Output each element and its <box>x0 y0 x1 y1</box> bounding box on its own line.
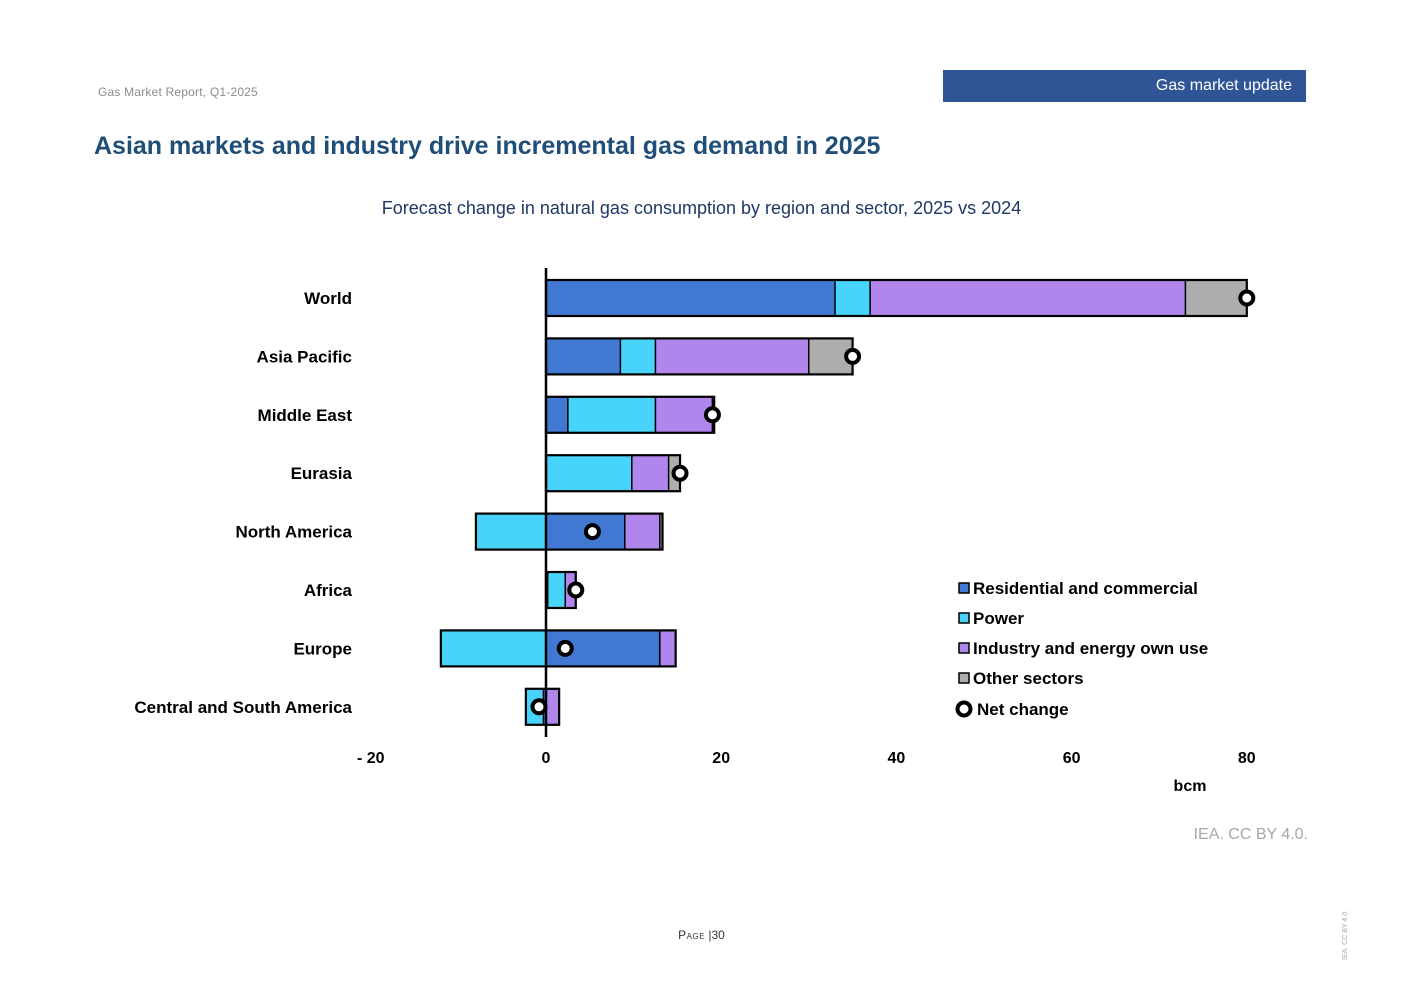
x-tick-label: 80 <box>1238 750 1256 767</box>
net-change-marker-asia-pacific <box>844 347 862 365</box>
legend-swatch-industry-and-energy-own-use <box>958 642 970 654</box>
page-number: Page |30 <box>0 928 1403 942</box>
x-tick-label: 0 <box>542 750 551 767</box>
legend-swatch-power <box>958 612 970 624</box>
bar-power-africa <box>547 571 566 609</box>
net-change-marker-middle-east <box>703 406 721 424</box>
bar-residential-and-commercial-middle-east <box>545 396 569 434</box>
bar-industry-and-energy-own-use-eurasia <box>631 454 670 492</box>
category-label-middle-east: Middle East <box>258 406 353 425</box>
category-label-asia-pacific: Asia Pacific <box>257 347 352 366</box>
legend-label-other-sectors: Other sectors <box>973 669 1084 688</box>
category-label-world: World <box>304 289 352 308</box>
bar-power-middle-east <box>567 396 657 434</box>
bar-industry-and-energy-own-use-asia-pacific <box>654 337 810 376</box>
net-change-marker-europe <box>556 639 574 657</box>
x-tick-label: 60 <box>1063 750 1081 767</box>
bar-industry-and-energy-own-use-middle-east <box>654 396 714 434</box>
x-axis-unit-label: bcm <box>1174 778 1207 795</box>
bar-outline-north-america <box>474 512 664 551</box>
x-tick-label: - 20 <box>357 750 385 767</box>
section-label: Gas market update <box>1155 77 1292 94</box>
legend-label-industry-and-energy-own-use: Industry and energy own use <box>973 639 1208 658</box>
bar-power-world <box>834 279 871 317</box>
net-change-marker-africa <box>567 581 585 599</box>
x-tick-label: 20 <box>712 750 730 767</box>
chart-title: Forecast change in natural gas consumpti… <box>381 198 1022 218</box>
bar-industry-and-energy-own-use-central-and-south-america <box>545 688 560 726</box>
bar-outline-central-and-south-america <box>524 687 561 726</box>
page-number-separator: | <box>708 928 712 942</box>
bar-power-asia-pacific <box>619 337 657 376</box>
category-label-eurasia: Eurasia <box>291 464 353 483</box>
bar-industry-and-energy-own-use-europe <box>659 629 677 668</box>
legend-swatch-other-sectors <box>958 672 970 684</box>
bar-residential-and-commercial-asia-pacific <box>545 337 622 376</box>
bar-industry-and-energy-own-use-world <box>869 279 1187 317</box>
bar-other-sectors-world <box>1184 279 1248 317</box>
category-label-north-america: North America <box>235 523 352 542</box>
page-title: Asian markets and industry drive increme… <box>94 132 881 160</box>
section-banner: Gas market update <box>943 70 1306 102</box>
bar-residential-and-commercial-world <box>545 279 836 317</box>
net-change-marker-north-america <box>583 523 601 541</box>
report-name: Gas Market Report, Q1-2025 <box>98 85 258 99</box>
bar-outline-europe <box>439 629 677 668</box>
legend-swatch-residential-and-commercial <box>958 582 970 594</box>
net-change-marker-central-and-south-america <box>530 698 548 716</box>
bar-power-north-america <box>475 512 547 551</box>
legend-label-residential-and-commercial: Residential and commercial <box>973 579 1198 598</box>
category-label-central-and-south-america: Central and South America <box>134 698 352 717</box>
bar-power-europe <box>440 629 547 668</box>
x-tick-label: 40 <box>888 750 906 767</box>
legend-label-net-change: Net change <box>977 700 1069 719</box>
bar-industry-and-energy-own-use-north-america <box>624 512 661 551</box>
page-number-word: Page <box>678 928 706 942</box>
credit-text: IEA. CC BY 4.0. <box>1193 826 1308 843</box>
net-change-marker-world <box>1238 289 1256 307</box>
net-change-marker-eurasia <box>671 464 689 482</box>
legend-label-power: Power <box>973 609 1024 628</box>
category-label-europe: Europe <box>293 639 352 658</box>
legend-marker-net-change <box>955 700 973 718</box>
bar-power-eurasia <box>545 454 633 492</box>
category-label-africa: Africa <box>304 581 353 600</box>
side-credit: IEA. CC BY 4.0. <box>1342 909 1349 960</box>
page-number-value: 30 <box>711 928 725 942</box>
